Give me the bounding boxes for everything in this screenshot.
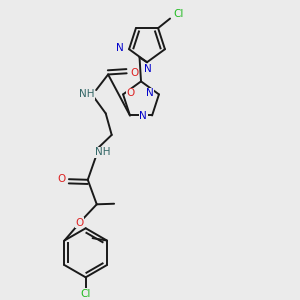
Text: N: N (146, 88, 154, 98)
Text: NH: NH (80, 89, 95, 99)
Text: Cl: Cl (80, 289, 91, 299)
Text: O: O (130, 68, 138, 78)
Text: N: N (139, 111, 147, 121)
Text: NH: NH (95, 147, 110, 157)
Text: O: O (57, 174, 66, 184)
Text: Cl: Cl (173, 9, 184, 19)
Text: O: O (75, 218, 83, 228)
Text: N: N (144, 64, 152, 74)
Text: N: N (116, 43, 124, 53)
Text: O: O (127, 88, 135, 98)
